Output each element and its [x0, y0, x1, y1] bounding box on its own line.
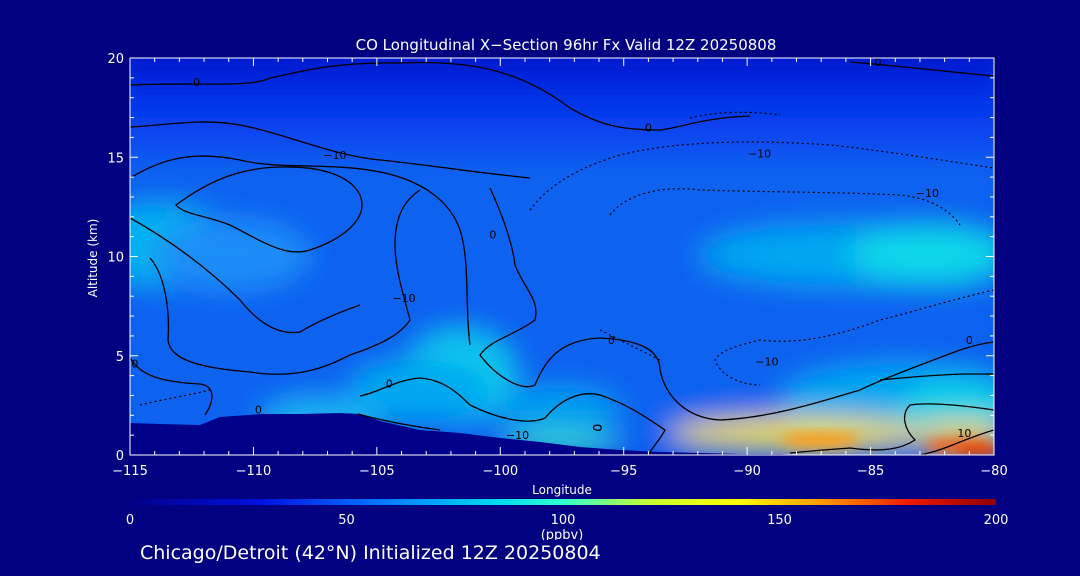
contour-label: −10	[506, 429, 529, 442]
contour-label: −10	[748, 147, 771, 160]
contour-label: −10	[755, 356, 778, 369]
colorbar-ticks: 0 50 100 150 200	[126, 513, 1009, 528]
contour-label: 0	[255, 403, 262, 416]
y-tick-label: 20	[107, 52, 124, 67]
contour-label: 0	[386, 378, 393, 391]
contour-left-loop	[130, 155, 471, 346]
contour-terrain-hugging	[357, 413, 441, 431]
contour-label: −10	[916, 187, 939, 200]
field-blobs	[130, 58, 994, 455]
y-tick-label: 5	[116, 350, 124, 365]
dotted-contours	[139, 111, 994, 406]
contour-center	[479, 187, 861, 421]
x-tick-label: −85	[857, 464, 884, 479]
x-tick-label: −105	[359, 464, 395, 479]
contour-lines	[130, 61, 994, 455]
colorbar-tick-label: 0	[126, 513, 134, 528]
contour-label: 0	[608, 334, 615, 347]
colorbar-tick-label: 150	[767, 513, 792, 528]
y-tick-label: 0	[116, 449, 124, 464]
contour-label: 0	[193, 76, 200, 89]
contour-lower-left	[130, 357, 213, 416]
contour-inner-loop	[175, 166, 363, 253]
x-tick-label: −90	[733, 464, 760, 479]
y-axis-label: Altitude (km)	[86, 219, 100, 298]
dotted-contour-lower	[714, 289, 994, 386]
y-tick-label: 15	[107, 151, 124, 166]
contour-top-left	[130, 121, 531, 179]
colorbar-units: (ppbv)	[541, 528, 584, 540]
contour-label: −10	[392, 292, 415, 305]
dotted-contour-inner	[609, 188, 961, 226]
terrain-mask	[130, 413, 800, 455]
contour-upper-right	[849, 61, 994, 77]
colorbar	[130, 499, 996, 505]
x-tick-label: −110	[236, 464, 272, 479]
contour-mid-loop	[149, 189, 421, 375]
x-tick-label: −95	[610, 464, 637, 479]
contour-label: 0	[131, 358, 138, 371]
colorbar-tick-label: 100	[551, 513, 576, 528]
dotted-contour-mid	[599, 329, 661, 361]
x-tick-label: −80	[980, 464, 1007, 479]
contour-label: 0	[645, 121, 652, 134]
contour-upper-zero	[130, 61, 751, 131]
contour-label: 10	[957, 427, 971, 440]
contour-right-zero	[859, 341, 994, 391]
contour-small-loop	[592, 424, 602, 431]
contour-right-low	[879, 373, 994, 381]
colorbar-tick-label: 50	[338, 513, 355, 528]
contour-label: 0	[874, 56, 881, 69]
contour-right-surface	[789, 403, 994, 454]
run-caption: Chicago/Detroit (42°N) Initialized 12Z 2…	[140, 542, 601, 564]
colorbar-tick-label: 200	[984, 513, 1009, 528]
contour-lower-mid	[359, 377, 666, 454]
x-axis-label: Longitude	[532, 483, 592, 497]
contour-left-drop	[130, 217, 361, 334]
contour-surface-ten	[919, 429, 994, 455]
contour-label: −10	[323, 149, 346, 162]
chart-title: CO Longitudinal X−Section 96hr Fx Valid …	[356, 36, 777, 54]
contour-label: 0	[489, 229, 496, 242]
dotted-contour-left	[139, 389, 211, 406]
co-concentration-field	[130, 58, 994, 455]
contour-label: 0	[966, 334, 973, 347]
y-tick-label: 10	[107, 251, 124, 266]
contour-labels: 0 0 0 −10 −10 −10 0 −10 0 −10 0 0 0 0 −10 10	[131, 56, 972, 442]
x-tick-label: −115	[112, 464, 148, 479]
x-tick-label: −100	[482, 464, 518, 479]
x-axis: −115 −110 −105 −100 −95 −90 −85 −80	[112, 58, 1008, 479]
